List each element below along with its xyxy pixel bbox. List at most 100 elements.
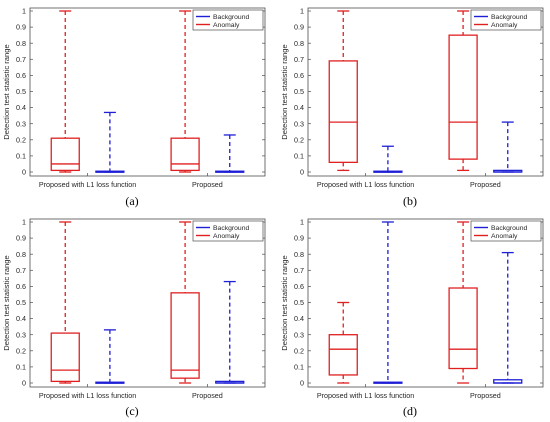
iqr-box	[328, 60, 358, 163]
box-anomaly-2	[170, 10, 200, 173]
y-tick-label: 0.4	[16, 314, 26, 323]
legend-frame	[192, 220, 264, 242]
y-tick-label: 0.9	[16, 23, 26, 32]
iqr-box	[50, 137, 80, 172]
box-anomaly-1	[50, 221, 80, 384]
iqr-box	[50, 332, 80, 383]
box-anomaly-2	[170, 221, 200, 384]
y-tick-label: 0.2	[16, 346, 26, 355]
box-anomaly-1	[328, 301, 358, 384]
y-tick-label: 0.6	[294, 71, 304, 80]
box-background-1	[373, 145, 403, 173]
legend-label-background: Background	[213, 14, 249, 21]
box-background-2	[215, 280, 245, 384]
y-tick-label: 0.4	[294, 314, 304, 323]
y-tick-label: 0.9	[294, 234, 304, 243]
y-tick-label: 0.3	[294, 119, 304, 128]
box-background-1	[95, 111, 125, 173]
x-tick-label: Proposed	[470, 180, 501, 189]
y-tick-label: 0.8	[16, 39, 26, 48]
x-tick-label: Proposed	[192, 180, 223, 189]
box-anomaly-1	[50, 10, 80, 173]
legend-frame	[470, 9, 542, 31]
y-axis-label: Detection test statistic range	[2, 255, 11, 350]
y-tick-label: 0.3	[16, 330, 26, 339]
legend-label-anomaly: Anomaly	[213, 233, 240, 240]
iqr-box	[170, 137, 200, 172]
y-tick-label: 1	[300, 7, 304, 16]
y-axis-label: Detection test statistic range	[2, 44, 11, 139]
x-tick-label: Proposed	[470, 391, 501, 400]
iqr-box	[448, 34, 478, 160]
legend-frame	[470, 220, 542, 242]
panel-d: 0 0.1 0.2 0.3 0.4 0.5 0.6 0.7 0.8 0.9 1 Detection t…	[280, 218, 544, 400]
y-axis-label: Detection test statistic range	[280, 255, 289, 350]
y-tick-label: 0	[300, 168, 304, 177]
y-tick-label: 0.1	[16, 363, 26, 372]
y-tick-label: 0.5	[294, 87, 304, 96]
y-tick-label: 0.2	[294, 346, 304, 355]
y-tick-label: 0.3	[16, 119, 26, 128]
legend-label-anomaly: Anomaly	[491, 22, 518, 29]
x-tick-label: Proposed	[192, 391, 223, 400]
legend-label-anomaly: Anomaly	[491, 233, 518, 240]
legend-label-background: Background	[491, 225, 527, 232]
y-tick-label: 0.7	[16, 266, 26, 275]
y-tick-label: 0	[22, 168, 26, 177]
x-tick-label: Proposed with L1 loss function	[317, 180, 415, 189]
y-tick-label: 0.9	[294, 23, 304, 32]
x-tick-label: Proposed with L1 loss function	[39, 391, 137, 400]
panel-label-d: (d)	[403, 404, 417, 418]
iqr-box	[170, 292, 200, 379]
x-tick-label: Proposed with L1 loss function	[39, 180, 137, 189]
y-tick-label: 0.7	[294, 55, 304, 64]
panel-a: 0 0.1 0.2 0.3 0.4 0.5 0.6 0.7 0.8 0.9 1 Detection t…	[2, 7, 266, 189]
y-tick-label: 0.2	[294, 135, 304, 144]
x-tick-label: Proposed with L1 loss function	[317, 391, 415, 400]
box-background-1	[95, 329, 125, 384]
panel-label-a: (a)	[125, 194, 139, 208]
axes-frame	[29, 7, 266, 177]
y-tick-label: 0.4	[294, 103, 304, 112]
y-tick-label: 0.9	[16, 234, 26, 243]
y-tick-label: 0.1	[16, 152, 26, 161]
axes-frame	[29, 218, 266, 388]
y-tick-label: 0	[22, 379, 26, 388]
axes-frame	[307, 7, 544, 177]
box-anomaly-1	[328, 10, 358, 172]
legend-label-background: Background	[491, 14, 527, 21]
y-tick-label: 0.6	[294, 282, 304, 291]
y-tick-label: 1	[22, 218, 26, 227]
y-tick-label: 1	[300, 218, 304, 227]
y-tick-label: 0.8	[294, 39, 304, 48]
panel-label-b: (b)	[403, 194, 417, 208]
y-tick-label: 0.1	[294, 152, 304, 161]
y-tick-label: 0.5	[294, 298, 304, 307]
y-tick-label: 0.7	[294, 266, 304, 275]
y-axis-label: Detection test statistic range	[280, 44, 289, 139]
box-background-2	[493, 121, 523, 173]
y-tick-label: 0.6	[16, 71, 26, 80]
panel-c: 0 0.1 0.2 0.3 0.4 0.5 0.6 0.7 0.8 0.9 1 Detection t…	[2, 218, 266, 400]
box-background-1	[373, 221, 403, 384]
y-tick-label: 1	[22, 7, 26, 16]
y-tick-label: 0.8	[16, 250, 26, 259]
y-tick-label: 0.4	[16, 103, 26, 112]
box-background-2	[493, 251, 523, 384]
box-anomaly-2	[448, 10, 478, 172]
box-background-2	[215, 134, 245, 173]
y-tick-label: 0.7	[16, 55, 26, 64]
iqr-box	[448, 287, 478, 370]
y-tick-label: 0.3	[294, 330, 304, 339]
box-anomaly-2	[448, 221, 478, 384]
y-tick-label: 0.6	[16, 282, 26, 291]
legend-label-background: Background	[213, 225, 249, 232]
legend-label-anomaly: Anomaly	[213, 22, 240, 29]
y-tick-label: 0.8	[294, 250, 304, 259]
y-tick-label: 0.2	[16, 135, 26, 144]
